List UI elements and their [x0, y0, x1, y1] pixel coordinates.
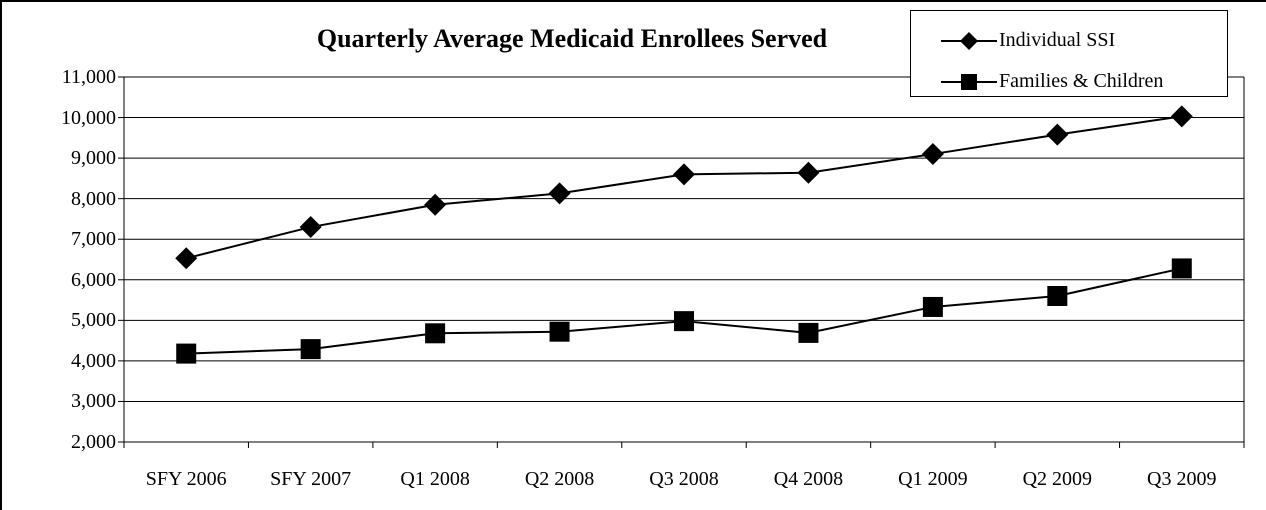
data-point-individual-ssi: [673, 163, 695, 186]
data-point-individual-ssi: [299, 216, 322, 239]
x-tick-label: Q4 2008: [773, 468, 844, 490]
data-point-individual-ssi: [1170, 105, 1193, 128]
x-tick-label: Q3 2008: [649, 468, 719, 490]
series-line-families-children: [186, 267, 1182, 355]
data-point-families-children: [549, 321, 570, 342]
chart-title: Quarterly Average Medicaid Enrollees Ser…: [316, 24, 828, 53]
data-point-individual-ssi: [921, 143, 944, 166]
data-point-individual-ssi: [548, 182, 571, 205]
y-tick-label: 3,000: [71, 390, 116, 413]
legend-swatch-families-children: [941, 74, 997, 90]
series-line-individual-ssi: [185, 115, 1182, 260]
data-point-individual-ssi: [1046, 123, 1069, 146]
x-tick-label: SFY 2007: [270, 468, 352, 490]
y-tick-label: 5,000: [71, 309, 116, 332]
data-point-individual-ssi: [424, 193, 447, 216]
x-tick-label: Q2 2009: [1022, 468, 1093, 490]
y-tick-label: 10,000: [61, 106, 116, 129]
data-point-families-children: [674, 311, 694, 332]
data-point-individual-ssi: [797, 161, 820, 184]
y-tick-label: 4,000: [71, 349, 116, 372]
data-point-families-children: [1171, 258, 1192, 279]
y-tick-label: 6,000: [71, 268, 116, 291]
data-point-families-children: [1047, 286, 1068, 306]
data-point-families-children: [425, 323, 446, 344]
legend-label-families-children: Families & Children: [999, 70, 1164, 92]
y-tick-label: 8,000: [71, 187, 116, 210]
data-point-individual-ssi: [175, 247, 198, 270]
x-tick-label: Q1 2008: [400, 468, 470, 490]
x-tick-label: Q2 2008: [524, 468, 595, 490]
y-tick-label: 2,000: [71, 431, 116, 453]
y-tick-label: 9,000: [71, 147, 116, 170]
legend-label-individual-ssi: Individual SSI: [999, 29, 1116, 51]
data-point-families-children: [798, 322, 819, 343]
legend: Individual SSI Families & Children: [910, 10, 1228, 97]
x-tick-label: Q1 2009: [898, 468, 968, 490]
x-tick-label: Q3 2009: [1147, 468, 1217, 490]
data-point-families-children: [922, 296, 943, 317]
y-tick-label: 11,000: [61, 66, 116, 88]
x-tick-label: SFY 2006: [145, 468, 227, 490]
y-tick-label: 7,000: [71, 228, 116, 251]
data-point-families-children: [176, 343, 197, 364]
legend-swatch-individual-ssi: [941, 32, 997, 50]
data-point-families-children: [300, 339, 321, 360]
